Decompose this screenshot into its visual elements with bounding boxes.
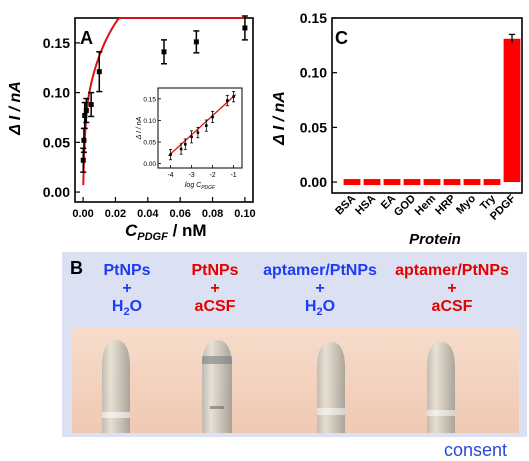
category-label-c: HSA xyxy=(353,193,378,218)
sample-label-4: aptamer/PtNPs + aCSF xyxy=(395,262,509,315)
bar-c xyxy=(363,179,381,186)
x-tick-label-a: 0.02 xyxy=(105,208,126,220)
y-tick-label-c: 0.15 xyxy=(300,10,327,26)
data-point-a xyxy=(96,69,102,75)
bar-c xyxy=(403,179,421,186)
inset-x-tick-label: -1 xyxy=(230,172,236,179)
category-label-c: Myo xyxy=(454,192,478,216)
inset-data-point xyxy=(184,142,187,146)
data-point-a xyxy=(193,39,199,45)
inset-y-tick-label: 0.00 xyxy=(143,161,156,168)
plot-frame-c xyxy=(331,17,523,194)
inset-data-point xyxy=(205,124,208,127)
x-axis-label-c: Protein xyxy=(409,231,461,248)
bar-c xyxy=(443,179,461,186)
sample-label-2: PtNPs + aCSF xyxy=(191,262,239,315)
sample-label-3: aptamer/PtNPs + H2O xyxy=(263,262,377,319)
y-axis-label-c: Δ I / nA xyxy=(271,91,288,146)
data-point-a xyxy=(83,107,89,113)
inset-data-point xyxy=(196,131,200,134)
inset-data-point xyxy=(232,95,235,98)
chart-panel-a: A 0.00 0.02 0.04 0.06 0.08 0.10 0.00 0.05 0.10 0.… xyxy=(7,15,256,243)
y-tick-label-c: 0.05 xyxy=(300,119,327,135)
inset-y-axis-label: Δ I / nA xyxy=(136,116,143,140)
panel-label-c: C xyxy=(335,28,348,48)
inset-data-point xyxy=(169,153,172,156)
inset-y-tick-label: 0.15 xyxy=(143,96,156,103)
x-tick-label-a: 0.00 xyxy=(72,208,93,220)
inset-x-tick-label: -3 xyxy=(188,172,194,179)
inset-data-point xyxy=(190,135,193,139)
data-point-a xyxy=(81,137,87,143)
category-label-c: GOD xyxy=(392,193,418,219)
data-point-a xyxy=(82,112,88,118)
x-tick-label-a: 0.10 xyxy=(234,208,255,220)
data-point-a xyxy=(242,25,248,31)
watermark-text: consent xyxy=(444,440,508,460)
tube-1 xyxy=(102,340,130,433)
y-tick-label-c: 0.00 xyxy=(300,174,327,190)
tube-photo xyxy=(72,328,519,433)
panel-label-b: B xyxy=(70,258,83,278)
x-tick-label-a: 0.04 xyxy=(137,208,159,220)
x-axis-label-a: CPDGF / nM xyxy=(125,221,207,243)
sample-label-1: PtNPs + H2O xyxy=(103,262,151,319)
inset-x-tick-label: -4 xyxy=(167,172,173,179)
tube-photo-drawing xyxy=(72,328,519,433)
category-label-c: HRP xyxy=(433,193,458,218)
inset-fit-line xyxy=(168,94,237,157)
category-label-c: Hem xyxy=(413,192,438,217)
panel-label-a: A xyxy=(80,28,93,48)
y-tick-label-a: 0.15 xyxy=(43,35,70,51)
bar-c xyxy=(423,179,441,186)
bar-c xyxy=(463,179,481,186)
inset-data-point xyxy=(179,147,183,151)
inset-y-tick-label: 0.05 xyxy=(143,140,156,147)
y-tick-label-a: 0.10 xyxy=(43,85,70,101)
tube-4 xyxy=(427,342,455,433)
inset-y-tick-label: 0.10 xyxy=(143,118,156,125)
y-axis-label-a: Δ I / nA xyxy=(7,81,24,136)
inset-data-point xyxy=(211,115,214,119)
bar-c xyxy=(383,179,401,186)
data-point-a xyxy=(80,157,86,163)
tube-2 xyxy=(202,340,232,433)
y-tick-label-a: 0.00 xyxy=(43,184,70,200)
data-point-a xyxy=(161,49,167,55)
y-tick-label-a: 0.05 xyxy=(43,134,70,150)
x-tick-label-a: 0.08 xyxy=(202,208,223,220)
bar-c xyxy=(483,179,501,186)
data-point-a xyxy=(88,102,94,108)
inset-data-point xyxy=(226,99,229,102)
inset-x-axis-label: log CPDGF xyxy=(185,182,216,191)
fit-curve-a xyxy=(82,17,245,186)
y-tick-label-c: 0.10 xyxy=(300,65,327,81)
x-tick-label-a: 0.06 xyxy=(169,208,190,220)
category-label-c: BSA xyxy=(333,193,358,218)
inset-x-tick-label: -2 xyxy=(209,172,215,179)
bar-c xyxy=(503,38,521,183)
bar-c xyxy=(343,179,361,186)
tube-3 xyxy=(317,342,345,433)
